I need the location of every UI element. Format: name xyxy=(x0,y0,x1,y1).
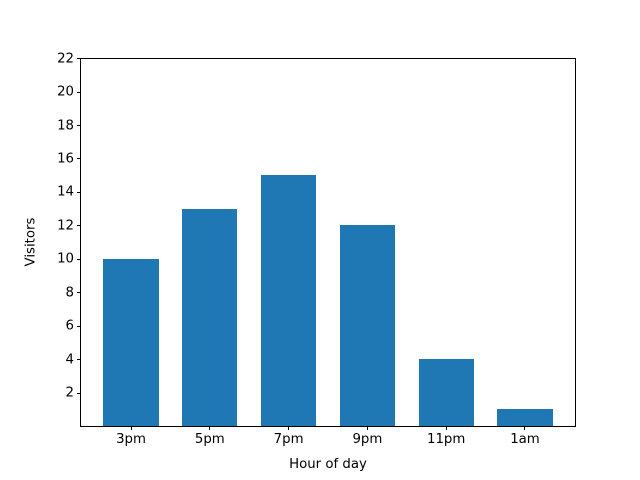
bar-7pm xyxy=(261,175,317,427)
bar-9pm xyxy=(339,225,395,427)
x-tick-mark xyxy=(445,426,447,431)
y-tick-mark xyxy=(77,225,81,227)
x-tick-label: 5pm xyxy=(194,432,225,448)
x-tick-label: 11pm xyxy=(427,432,466,448)
y-tick-label: 4 xyxy=(65,352,74,368)
y-tick-label: 16 xyxy=(57,151,74,167)
y-tick-label: 10 xyxy=(57,251,74,267)
x-tick-label: 7pm xyxy=(273,432,304,448)
y-tick-mark xyxy=(77,58,81,60)
x-tick-label: 1am xyxy=(510,432,540,448)
y-axis-label: Visitors xyxy=(23,217,39,267)
y-tick-label: 18 xyxy=(57,117,74,133)
y-tick-mark xyxy=(77,325,81,327)
x-tick-mark xyxy=(209,426,211,431)
bar-3pm xyxy=(103,258,159,427)
y-tick-label: 20 xyxy=(57,84,74,100)
y-tick-label: 12 xyxy=(57,218,74,234)
x-tick-mark xyxy=(366,426,368,431)
y-tick-mark xyxy=(77,125,81,126)
y-tick-mark xyxy=(77,191,81,193)
y-tick-label: 6 xyxy=(65,318,74,334)
y-tick-label: 14 xyxy=(57,184,74,200)
y-tick-mark xyxy=(77,392,81,394)
y-tick-mark xyxy=(77,292,81,294)
bar-1am xyxy=(497,409,553,427)
y-tick-mark xyxy=(77,158,81,160)
x-tick-label: 9pm xyxy=(352,432,383,448)
plot-area: 2 4 6 8 10 12 14 16 18 20 22 3pm 5pm 7pm 9pm 11pm 1am xyxy=(57,52,576,446)
x-tick-mark xyxy=(288,426,290,431)
bar-5pm xyxy=(182,208,238,427)
x-axis-label: Hour of day xyxy=(289,457,367,472)
y-tick-label: 8 xyxy=(65,285,74,301)
x-axis-label-container: Hour of day xyxy=(80,453,576,472)
x-tick-mark xyxy=(130,426,132,431)
y-tick-mark xyxy=(77,258,81,260)
x-tick-label: 3pm xyxy=(116,432,146,448)
x-tick-mark xyxy=(524,426,526,431)
y-tick-label: 22 xyxy=(57,50,74,66)
y-tick-mark xyxy=(77,91,81,93)
y-axis-label-container: Visitors xyxy=(20,218,39,267)
y-tick-label: 2 xyxy=(65,385,74,401)
bar-11pm xyxy=(418,359,474,427)
y-tick-mark xyxy=(77,359,81,361)
